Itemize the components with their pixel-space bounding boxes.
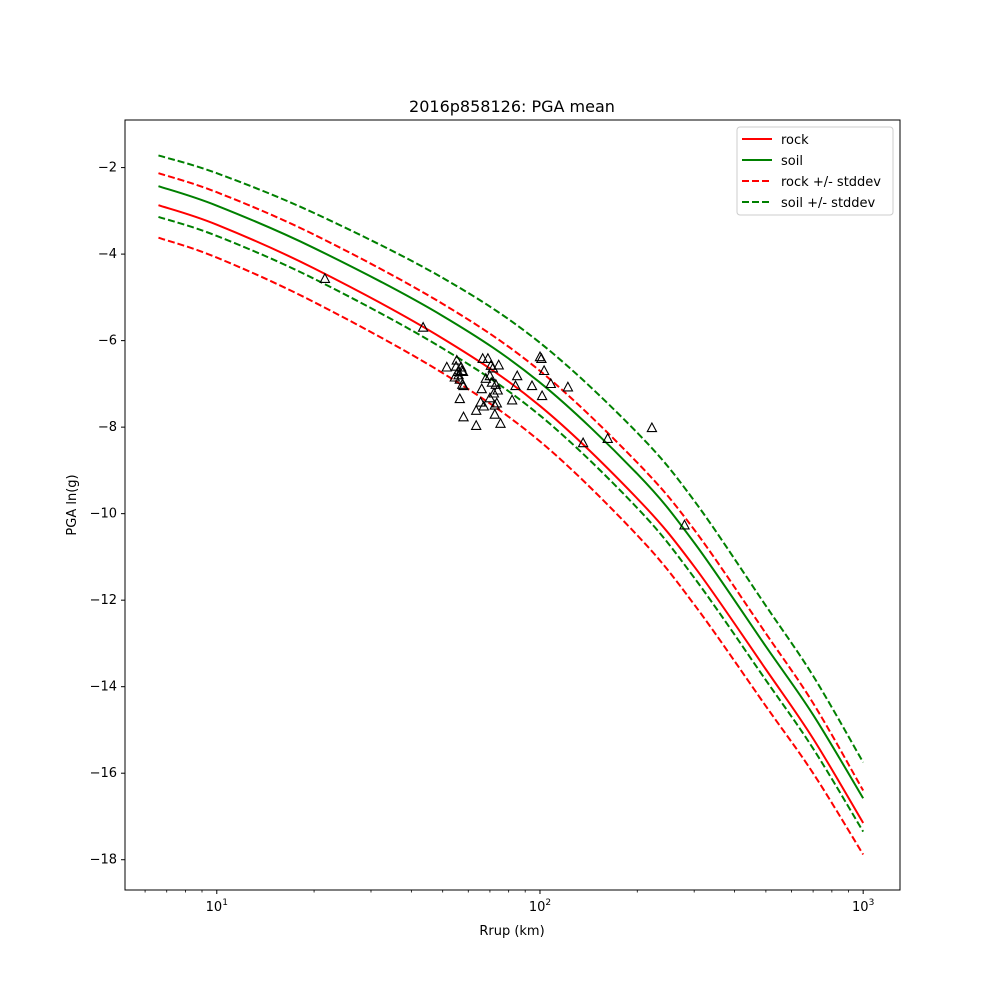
observation-marker bbox=[511, 369, 523, 381]
series-layer bbox=[158, 154, 865, 856]
observation-marker bbox=[454, 373, 466, 384]
y-tick-label: −16 bbox=[90, 766, 117, 781]
y-tick-label: −4 bbox=[98, 247, 117, 262]
observation-marker bbox=[526, 379, 538, 391]
x-tick-label: 101 bbox=[206, 898, 228, 915]
observation-marker bbox=[493, 359, 505, 370]
observation-marker bbox=[535, 352, 547, 363]
legend-label: rock +/- stddev bbox=[781, 175, 881, 190]
y-axis: −2 −4 −6 −8 −10 −12 −14 −16 −18 bbox=[90, 161, 125, 868]
observation-marker bbox=[319, 272, 331, 283]
legend-label: rock bbox=[781, 133, 809, 148]
observation-marker bbox=[457, 411, 470, 422]
observation-marker bbox=[441, 361, 453, 372]
chart-title: 2016p858126: PGA mean bbox=[409, 97, 615, 116]
observation-marker bbox=[492, 384, 504, 395]
observation-marker bbox=[457, 365, 469, 376]
y-tick-label: −18 bbox=[90, 853, 117, 868]
observation-points bbox=[319, 272, 691, 530]
series-line-soil-stddev-4 bbox=[158, 154, 865, 763]
x-tick-label: 102 bbox=[529, 898, 551, 915]
observation-marker bbox=[506, 394, 518, 405]
observation-marker bbox=[457, 379, 470, 391]
observation-marker bbox=[488, 387, 500, 398]
series-line-soil-1 bbox=[158, 185, 865, 799]
x-axis: 101 102 103 bbox=[144, 890, 874, 915]
observation-marker bbox=[470, 419, 482, 430]
series-line-rock-0 bbox=[158, 204, 865, 824]
y-tick-label: −6 bbox=[98, 334, 117, 349]
observation-marker bbox=[538, 364, 550, 376]
x-axis-label: Rrup (km) bbox=[479, 924, 544, 939]
observation-marker bbox=[678, 519, 691, 530]
observation-marker bbox=[494, 417, 507, 428]
observation-marker bbox=[577, 436, 589, 448]
y-tick-label: −10 bbox=[90, 507, 117, 522]
legend-label: soil +/- stddev bbox=[781, 196, 876, 211]
legend: rock soil rock +/- stddev soil +/- stddev bbox=[736, 126, 894, 216]
axes-frame bbox=[124, 119, 901, 891]
observation-marker bbox=[509, 379, 522, 391]
observation-marker bbox=[536, 389, 548, 401]
observation-marker bbox=[475, 396, 487, 407]
observation-marker bbox=[489, 408, 501, 419]
legend-box bbox=[736, 126, 894, 216]
observation-marker bbox=[484, 369, 496, 381]
observation-marker bbox=[482, 352, 494, 363]
observation-marker bbox=[491, 397, 503, 408]
observation-marker bbox=[456, 364, 468, 376]
observation-marker bbox=[476, 382, 488, 394]
observation-marker bbox=[545, 377, 557, 389]
observation-marker bbox=[602, 432, 614, 443]
x-tick-label: 103 bbox=[852, 898, 874, 915]
observation-marker bbox=[451, 354, 463, 365]
legend-label: soil bbox=[781, 154, 803, 169]
observation-marker bbox=[470, 404, 482, 415]
y-tick-label: −12 bbox=[90, 593, 117, 608]
observation-marker bbox=[454, 392, 466, 404]
observation-marker bbox=[417, 321, 429, 332]
observation-marker bbox=[478, 400, 490, 411]
series-line-soil-stddev-5 bbox=[158, 215, 865, 833]
y-axis-label: PGA ln(g) bbox=[65, 474, 80, 535]
series-line-rock-stddev-2 bbox=[158, 172, 865, 792]
y-tick-label: −2 bbox=[98, 161, 117, 176]
observation-marker bbox=[480, 372, 492, 383]
observation-marker bbox=[646, 421, 658, 433]
y-tick-label: −8 bbox=[98, 420, 117, 435]
y-tick-label: −14 bbox=[90, 680, 117, 695]
observation-marker bbox=[562, 381, 574, 392]
observation-marker bbox=[449, 371, 461, 382]
